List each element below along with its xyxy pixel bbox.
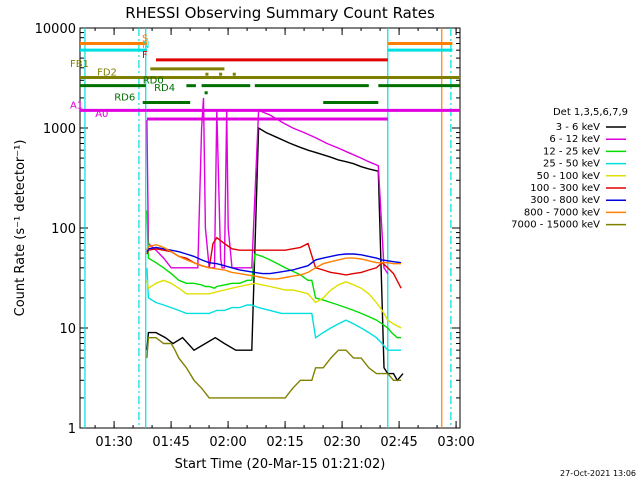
state-bar-label: RD6 xyxy=(114,92,135,103)
plot-frame xyxy=(79,27,461,429)
y-axis-label: Count Rate (s⁻¹ detector⁻¹) xyxy=(13,140,28,317)
x-tick-label: 01:45 xyxy=(152,435,189,450)
state-bar-label: S xyxy=(142,33,148,44)
series-line xyxy=(146,97,389,274)
legend-entry-label: 50 - 100 keV xyxy=(537,171,601,182)
legend-entry-label: 12 - 25 keV xyxy=(543,146,600,157)
vertical-marker-layer xyxy=(84,28,452,428)
legend-entry-label: 6 - 12 keV xyxy=(549,134,600,145)
legend-entry-label: 25 - 50 keV xyxy=(543,159,600,170)
x-tick-label: 02:00 xyxy=(209,435,246,450)
x-tick-label: 02:30 xyxy=(323,435,360,450)
x-tick-label: 02:45 xyxy=(380,435,417,450)
y-tick-label: 100 xyxy=(51,222,76,237)
state-bar-label: A0 xyxy=(95,109,108,120)
legend-title: Det 1,3,5,6,7,9 xyxy=(553,107,628,118)
series-line xyxy=(146,126,404,382)
series-line xyxy=(146,337,402,399)
series-line xyxy=(146,210,402,339)
y-tick-label: 10000 xyxy=(35,22,76,37)
state-bar-label: RD0 xyxy=(143,76,164,87)
legend-entry-label: 100 - 300 keV xyxy=(530,183,600,194)
y-tick-label: 1000 xyxy=(43,122,76,137)
chart-title: RHESSI Observing Summary Count Rates xyxy=(125,4,435,22)
state-bar-label: FB1 xyxy=(70,59,89,70)
axis-layer: 01:30 01:45 02:00 02:15 02:30 02:45 03:00 1 10 10… xyxy=(35,22,475,450)
x-axis-label: Start Time (20-Mar-15 01:21:02) xyxy=(175,457,386,472)
y-tick-label: 1 xyxy=(68,422,76,437)
x-tick-label: 03:00 xyxy=(437,435,474,450)
series-line xyxy=(146,279,402,329)
state-bar-label: RD4 xyxy=(154,83,175,94)
series-line xyxy=(146,246,402,275)
legend-entry-label: 300 - 800 keV xyxy=(530,195,600,206)
timestamp: 27-Oct-2021 13:06 xyxy=(560,469,636,478)
state-bar-label: FD2 xyxy=(97,67,117,78)
series-layer xyxy=(146,97,404,399)
state-bar-label: A1 xyxy=(70,100,83,111)
series-line xyxy=(146,267,402,351)
legend-entry-label: 3 - 6 keV xyxy=(556,122,600,133)
state-bar-label: F xyxy=(142,50,148,61)
series-line xyxy=(146,243,402,280)
state-bar-label: N xyxy=(142,40,149,51)
series-line xyxy=(146,236,402,289)
legend-entry-label: 800 - 7000 keV xyxy=(524,207,600,218)
legend-entry-label: 7000 - 15000 keV xyxy=(511,220,600,231)
x-tick-label: 01:30 xyxy=(95,435,132,450)
y-tick-label: 10 xyxy=(59,322,76,337)
x-tick-label: 02:15 xyxy=(266,435,303,450)
